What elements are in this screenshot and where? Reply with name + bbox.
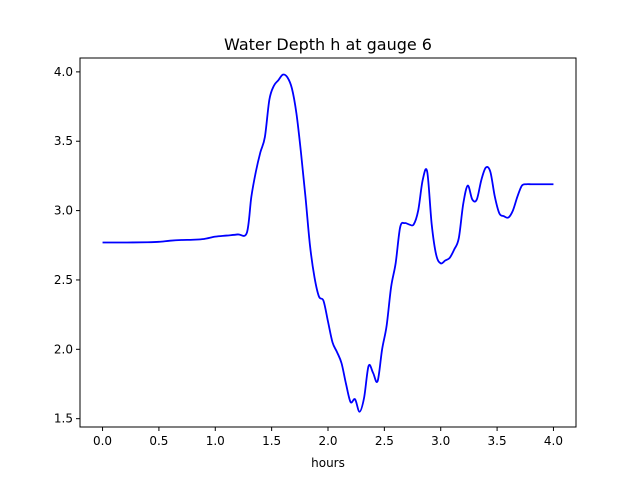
y-tick-label: 2.5 xyxy=(54,273,73,287)
x-tick-label: 0.5 xyxy=(149,434,168,448)
y-axis: 1.5 2.0 2.5 3.0 3.5 4.0 xyxy=(54,65,80,426)
y-tick-label: 1.5 xyxy=(54,412,73,426)
x-tick-label: 1.0 xyxy=(206,434,225,448)
series-layer xyxy=(102,73,554,413)
x-tick-label: 4.0 xyxy=(544,434,563,448)
x-tick-label: 2.0 xyxy=(318,434,337,448)
series-line-0 xyxy=(102,73,554,413)
x-tick-label: 0.0 xyxy=(93,434,112,448)
x-axis-label: hours xyxy=(311,456,345,470)
chart-title: Water Depth h at gauge 6 xyxy=(224,35,432,54)
x-tick-label: 1.5 xyxy=(262,434,281,448)
y-tick-label: 3.0 xyxy=(54,204,73,218)
y-tick-label: 3.5 xyxy=(54,134,73,148)
x-tick-label: 2.5 xyxy=(375,434,394,448)
x-tick-label: 3.0 xyxy=(431,434,450,448)
y-tick-label: 4.0 xyxy=(54,65,73,79)
y-tick-label: 2.0 xyxy=(54,342,73,356)
x-tick-label: 3.5 xyxy=(488,434,507,448)
x-axis: 0.0 0.5 1.0 1.5 2.0 2.5 3.0 3.5 4.0 xyxy=(93,427,563,448)
